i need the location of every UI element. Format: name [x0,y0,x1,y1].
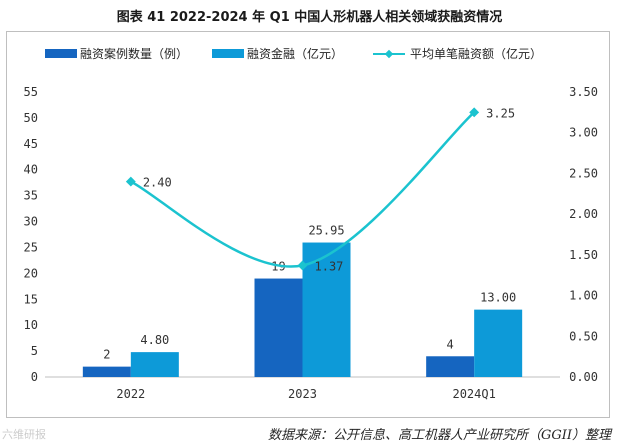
data-label-cases: 4 [447,337,454,351]
bar-amount [474,309,523,377]
x-axis-category-label: 2022 [116,387,145,401]
legend: 融资案例数量（例） 融资金融（亿元） 平均单笔融资额（亿元） [45,46,542,61]
data-label-avg: 3.25 [486,106,515,120]
left-axis-tick-label: 15 [24,292,38,306]
right-axis-tick-label: 1.00 [569,289,598,303]
legend-label-avg: 平均单笔融资额（亿元） [410,46,542,61]
right-axis-tick-label: 0.00 [569,370,598,384]
data-label-avg: 1.37 [315,259,344,273]
right-axis-tick-label: 0.50 [569,329,598,343]
left-axis-tick-label: 40 [24,163,38,177]
legend-swatch-cases [45,49,77,58]
bar-cases [82,366,131,377]
left-axis-tick-label: 30 [24,215,38,229]
left-axis-tick-label: 20 [24,266,38,280]
x-axis-category-label: 2024Q1 [452,387,495,401]
left-axis-tick-label: 25 [24,240,38,254]
data-label-amount: 4.80 [140,333,169,347]
line-series: 2.40 1.37 3.25 [125,106,515,273]
right-axis-tick-label: 1.50 [569,248,598,262]
x-axis-category-label: 2023 [288,387,317,401]
left-axis-tick-label: 55 [24,85,38,99]
bar-amount [302,242,351,377]
figure-title: 图表 41 2022-2024 年 Q1 中国人形机器人相关领域获融资情况 [116,10,503,25]
data-label-cases: 2 [103,348,110,362]
data-label-amount: 13.00 [480,291,516,305]
chart-frame [6,31,610,418]
avg-amount-marker [297,260,308,271]
left-axis-tick-label: 10 [24,318,38,332]
left-axis-tick-label: 35 [24,189,38,203]
left-axis-tick-label: 50 [24,111,38,125]
left-axis-tick-label: 0 [31,370,38,384]
category-labels: 2022 2023 2024Q1 [116,387,495,401]
left-axis-tick-label: 45 [24,137,38,151]
legend-swatch-amount [212,49,244,58]
legend-swatch-avg-marker [384,49,394,59]
right-axis: 0.00 0.50 1.00 1.50 2.00 2.50 3.00 3.50 [569,85,598,384]
source-note: 数据来源：公开信息、高工机器人产业研究所（GGII）整理 [267,428,611,443]
left-axis-tick-label: 5 [31,344,38,358]
bar-cases [254,278,303,377]
right-axis-tick-label: 3.00 [569,126,598,140]
right-axis-tick-label: 3.50 [569,85,598,99]
left-axis: 0 5 10 15 20 25 30 35 40 45 50 55 [24,85,38,384]
data-label-amount: 25.95 [308,224,344,238]
bar-amount [130,352,179,377]
watermark: 六维研报 [2,428,46,441]
bar-cases [426,356,475,377]
avg-amount-marker [125,176,136,187]
right-axis-tick-label: 2.00 [569,207,598,221]
legend-label-amount: 融资金融（亿元） [247,46,343,61]
data-label-avg: 2.40 [143,176,172,190]
legend-label-cases: 融资案例数量（例） [80,46,188,61]
right-axis-tick-label: 2.50 [569,166,598,180]
